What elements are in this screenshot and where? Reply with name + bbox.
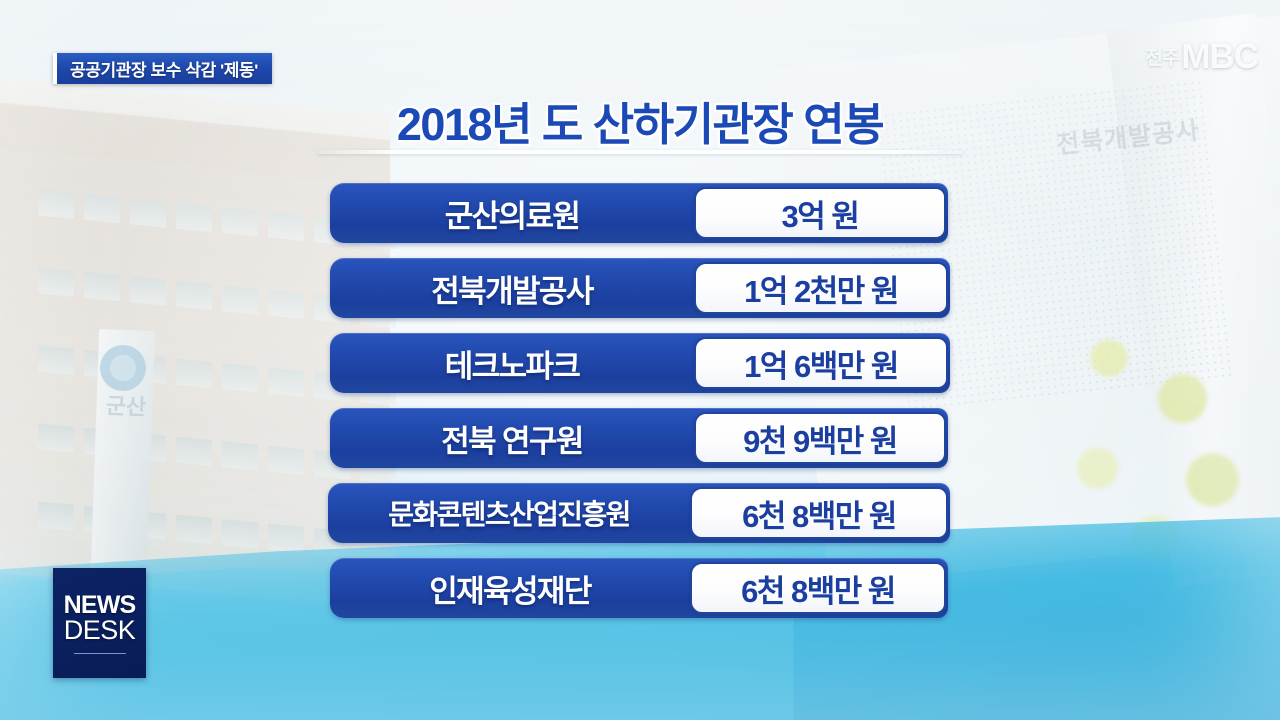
newsdesk-logo-rule (73, 652, 126, 654)
salary-value-pill: 1억 2천만 원 (694, 262, 948, 314)
table-row: 테크노파크 1억 6백만 원 (0, 333, 1280, 393)
salary-value: 1억 6백만 원 (744, 348, 899, 384)
table-row: 전북개발공사 1억 2천만 원 (0, 258, 1280, 318)
newsdesk-logo-line1: NEWS (63, 590, 137, 619)
table-row: 전북 연구원 9천 9백만 원 (0, 408, 1280, 468)
salary-value-pill: 3억 원 (694, 187, 946, 239)
institution-name: 군산의료원 (444, 198, 581, 234)
newsdesk-logo-line2: DESK (63, 614, 136, 645)
institution-name: 인재육성재단 (429, 573, 592, 609)
table-row: 군산의료원 3억 원 (0, 183, 1280, 243)
salary-value: 6천 8백만 원 (742, 498, 897, 534)
salary-value-pill: 1억 6백만 원 (694, 337, 948, 389)
table-row: 문화콘텐츠산업진흥원 6천 8백만 원 (0, 483, 1280, 543)
salary-value-pill: 6천 8백만 원 (690, 487, 948, 539)
salary-value: 1억 2천만 원 (744, 273, 899, 309)
salary-value-pill: 6천 8백만 원 (690, 562, 946, 614)
institution-name: 문화콘텐츠산업진흥원 (388, 499, 631, 530)
table-row: 인재육성재단 6천 8백만 원 (0, 558, 1280, 618)
salary-value: 3억 원 (781, 198, 860, 234)
salary-value: 9천 9백만 원 (743, 423, 898, 459)
graphic-title-area: 2018년 도 산하기관장 연봉 (0, 88, 1280, 153)
channel-logo-text: MBC (1181, 37, 1259, 76)
graphic-title: 2018년 도 산하기관장 연봉 (396, 99, 885, 150)
title-divider (318, 150, 963, 154)
headline-text: 공공기관장 보수 삭감 '제동' (70, 61, 258, 80)
channel-watermark: 전주 MBC (1145, 37, 1259, 76)
headline-banner: 공공기관장 보수 삭감 '제동' (53, 53, 272, 84)
institution-name: 전북 연구원 (441, 423, 584, 459)
institution-name: 전북개발공사 (431, 273, 594, 309)
newsdesk-logo: NEWS DESK (53, 568, 146, 678)
salary-value: 6천 8백만 원 (741, 573, 896, 609)
channel-prefix: 전주 (1145, 48, 1180, 70)
salary-value-pill: 9천 9백만 원 (694, 412, 946, 464)
institution-name: 테크노파크 (444, 348, 581, 384)
